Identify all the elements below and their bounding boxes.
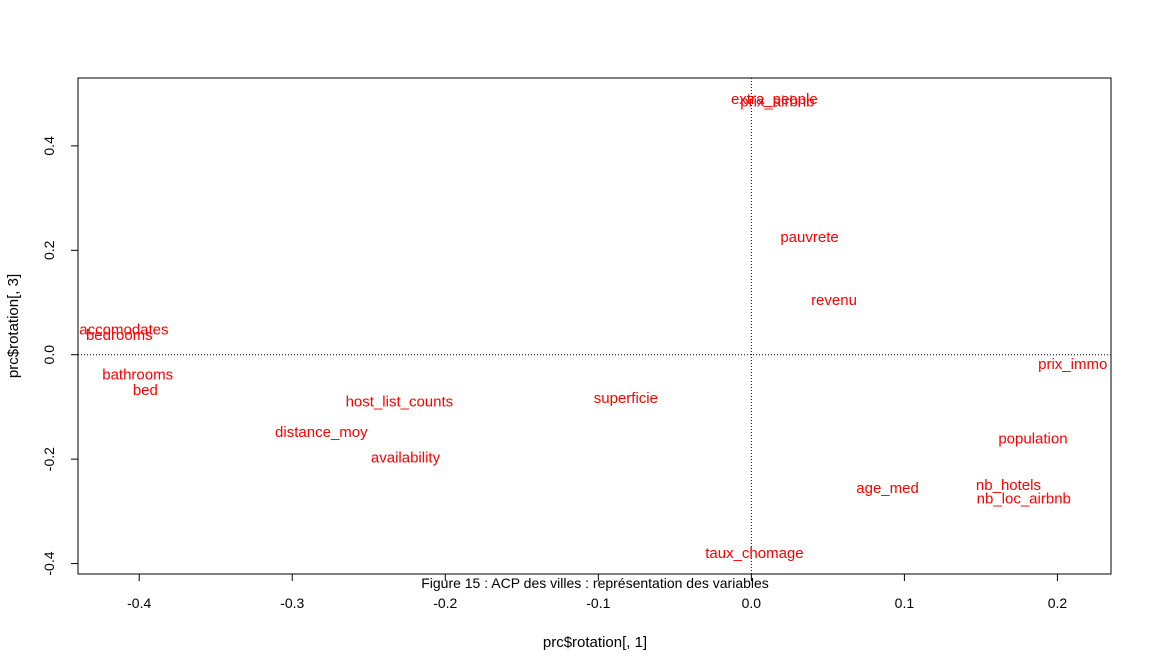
variable-label: revenu	[811, 292, 857, 309]
y-axis: -0.4 -0.2 0.0 0.2 0.4	[41, 136, 79, 576]
variable-label: host_list_counts	[346, 394, 454, 411]
variable-label: distance_moy	[275, 424, 368, 441]
x-tick-label: -0.2	[433, 595, 457, 611]
x-tick-label: 0.1	[895, 595, 915, 611]
variable-label: bed	[133, 382, 158, 399]
variable-label: superficie	[594, 390, 658, 407]
variable-label: nb_loc_airbnb	[977, 490, 1071, 507]
plot-frame	[77, 77, 1112, 575]
reference-lines	[78, 78, 1111, 574]
y-tick-label: 0.2	[41, 240, 57, 260]
variable-label: availability	[371, 450, 441, 467]
variable-label: prix_airbnb	[740, 93, 814, 110]
y-tick-label: 0.0	[41, 345, 57, 365]
variable-label: extra_people	[731, 91, 818, 108]
variable-label: prix_immo	[1038, 356, 1107, 373]
figure-caption: Figure 15 : ACP des villes : représentat…	[421, 575, 769, 591]
variable-label: population	[998, 430, 1067, 447]
x-tick-label: 0.0	[742, 595, 762, 611]
x-tick-label: -0.1	[586, 595, 610, 611]
variable-label: age_med	[856, 480, 919, 497]
variable-label: taux_chomage	[705, 545, 803, 562]
y-tick-label: 0.4	[41, 136, 57, 156]
y-tick-label: -0.2	[41, 447, 57, 471]
y-tick-label: -0.4	[41, 551, 57, 575]
x-tick-label: -0.4	[127, 595, 151, 611]
y-axis-title: prc$rotation[, 3]	[5, 274, 22, 378]
variable-label: nb_hotels	[976, 477, 1041, 494]
variable-label: bedrooms	[86, 327, 153, 344]
x-axis-title: prc$rotation[, 1]	[543, 634, 647, 651]
variable-label: bathrooms	[102, 367, 173, 384]
x-axis: -0.4 -0.3 -0.2 -0.1 0.0 0.1 0.2	[127, 573, 1068, 611]
x-tick-label: 0.2	[1048, 595, 1068, 611]
variable-label: accomodates	[79, 322, 168, 339]
variable-label: pauvrete	[780, 229, 838, 246]
x-tick-label: -0.3	[280, 595, 304, 611]
